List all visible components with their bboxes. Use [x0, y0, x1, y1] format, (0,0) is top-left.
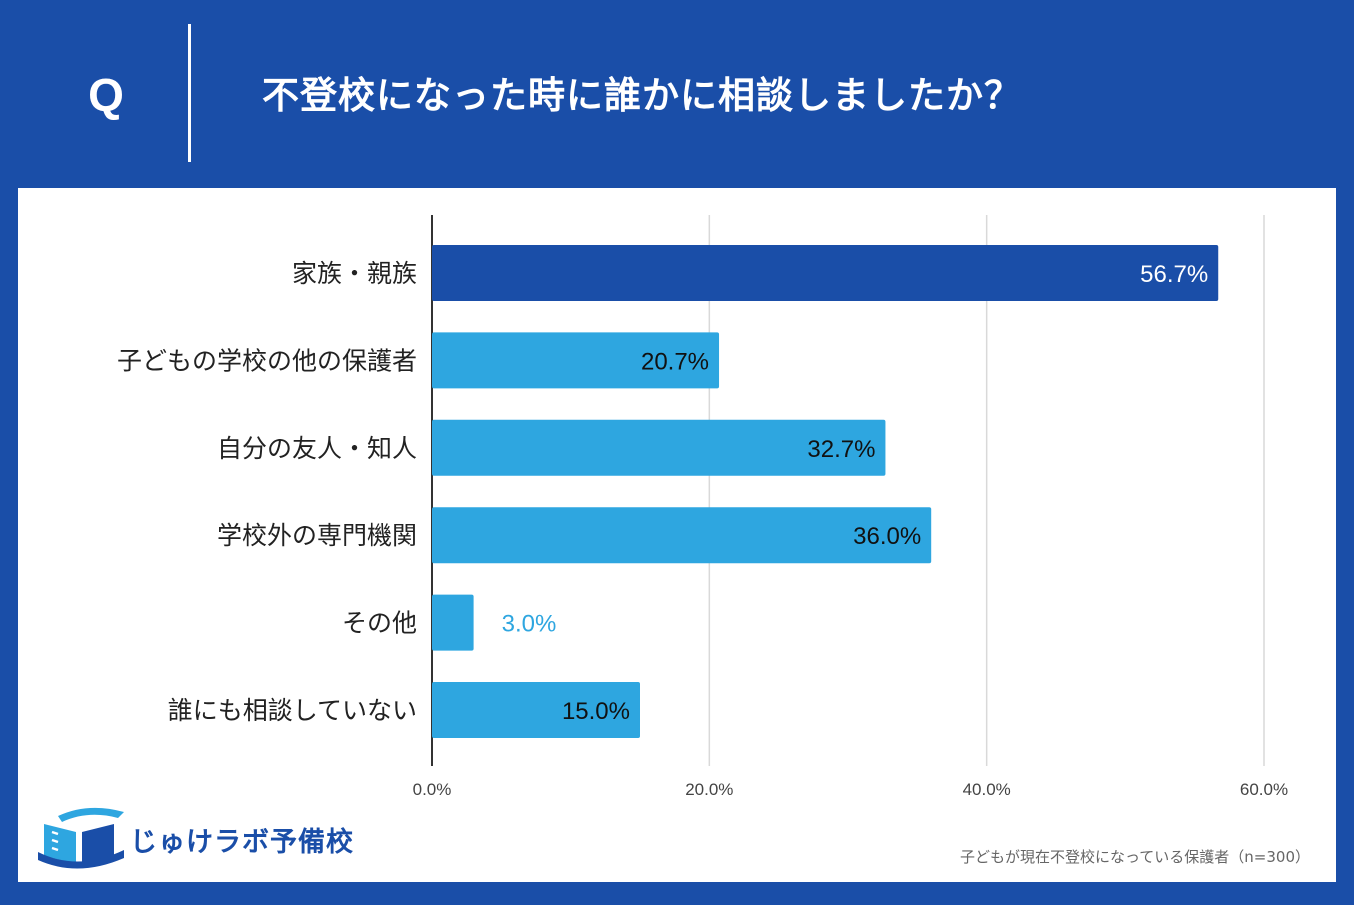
category-label: 子どもの学校の他の保護者: [117, 346, 417, 375]
header-banner: Q 不登校になった時に誰かに相談しましたか？: [0, 0, 1354, 188]
category-label: 誰にも相談していない: [168, 696, 417, 725]
bar: [432, 332, 720, 389]
x-tick-label: 20.0%: [685, 780, 733, 799]
bar: [432, 594, 474, 651]
brand-name: じゅけラボ予備校: [130, 827, 354, 858]
bar: [432, 682, 640, 738]
question-title: 不登校になった時に誰かに相談しましたか？: [262, 74, 1022, 117]
x-tick-label: 0.0%: [413, 780, 452, 799]
category-label: 自分の友人・知人: [217, 434, 417, 463]
category-label: その他: [342, 609, 417, 638]
bar: [432, 507, 932, 564]
bar: [432, 245, 1219, 301]
data-label: 32.7%: [807, 436, 875, 463]
open-book-logo-icon: [38, 807, 124, 869]
sample-note: 子どもが現在不登校になっている保護者（n=300）: [960, 848, 1310, 866]
gridlines: [431, 215, 1265, 766]
category-label: 学校外の専門機関: [217, 521, 417, 550]
labels: 0.0% 20.0% 40.0% 60.0% 家族・親族 56.7% 子どもの学校の他の保護…: [117, 259, 1288, 799]
x-tick-label: 60.0%: [1240, 780, 1288, 799]
category-label: 家族・親族: [292, 259, 417, 288]
data-label: 3.0%: [502, 611, 557, 638]
header-divider: [188, 24, 191, 162]
data-label: 36.0%: [853, 523, 921, 550]
data-label: 56.7%: [1140, 261, 1208, 288]
x-tick-label: 40.0%: [963, 780, 1011, 799]
brand-logo: じゅけラボ予備校: [38, 806, 358, 870]
data-label: 20.7%: [641, 348, 709, 375]
bars: [432, 245, 1219, 738]
bar: [432, 419, 886, 476]
data-label: 15.0%: [562, 698, 630, 725]
question-label: Q: [88, 69, 124, 121]
